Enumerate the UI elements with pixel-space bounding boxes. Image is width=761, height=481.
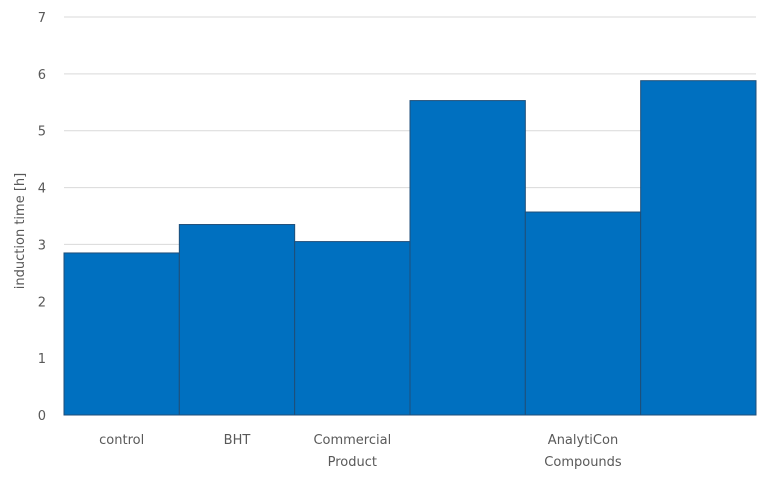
bar xyxy=(178,224,296,416)
bar xyxy=(524,211,642,416)
y-tick-label: 6 xyxy=(38,68,46,83)
bar xyxy=(294,241,411,416)
y-tick-label: 0 xyxy=(38,409,46,424)
bars xyxy=(63,80,757,416)
x-category-label: control xyxy=(99,433,144,448)
x-category-labels: control BHT Commercial Product AnalytiCon Com… xyxy=(99,433,622,470)
y-tick-label: 7 xyxy=(38,11,46,26)
y-tick-label: 3 xyxy=(38,238,46,253)
y-tick-label: 5 xyxy=(38,125,46,140)
bar xyxy=(640,80,757,416)
y-tick-label: 4 xyxy=(38,182,46,197)
x-category-label: Commercial Product xyxy=(313,433,391,470)
bar xyxy=(409,100,526,416)
x-category-label: AnalytiCon Compounds xyxy=(544,433,622,470)
x-category-label: BHT xyxy=(224,433,251,448)
y-tick-label: 2 xyxy=(38,295,46,310)
y-tick-labels: 0 1 2 3 4 5 6 7 xyxy=(38,11,46,424)
bar xyxy=(63,252,180,416)
y-axis-label: induction time [h] xyxy=(13,173,28,289)
y-tick-label: 1 xyxy=(38,352,46,367)
